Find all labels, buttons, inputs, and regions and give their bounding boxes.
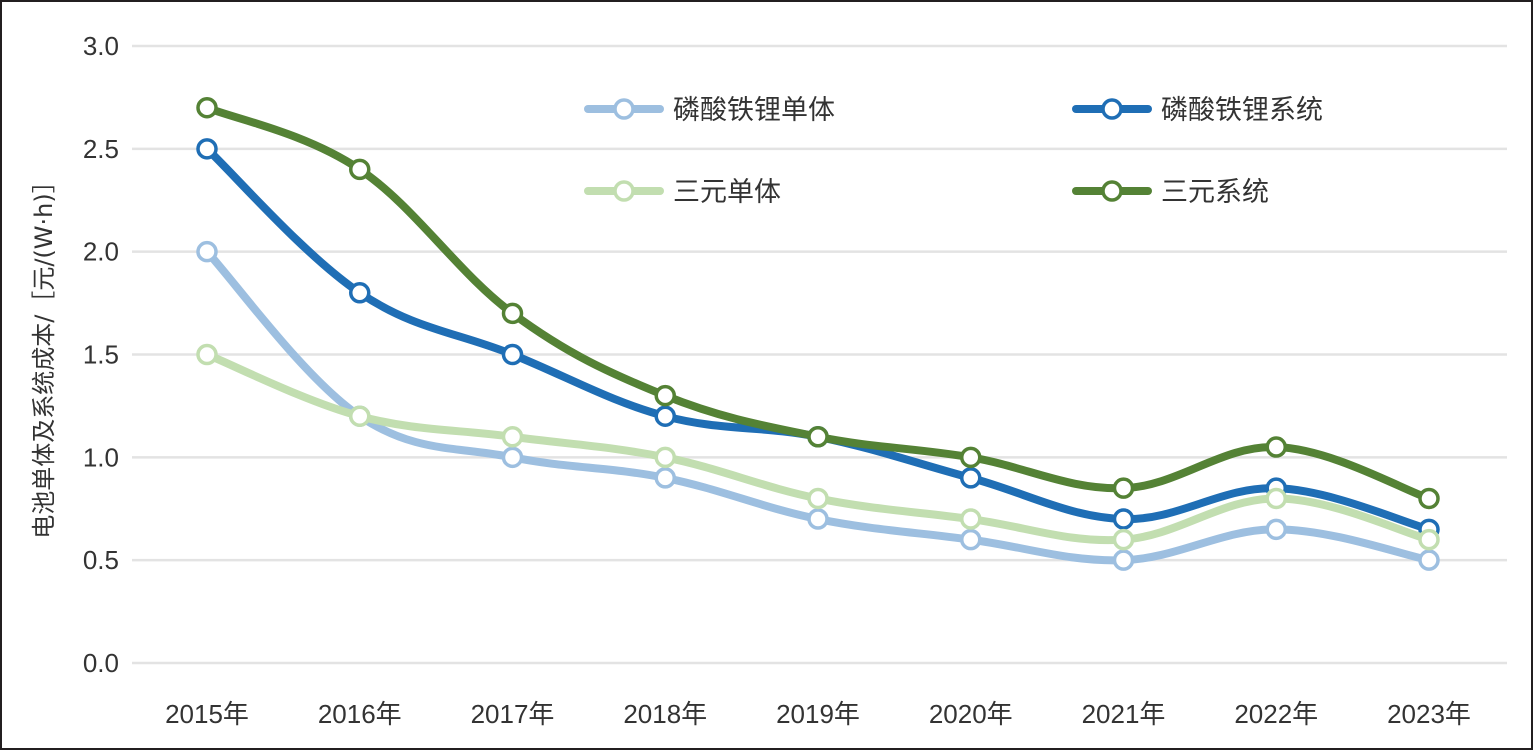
x-tick-label: 2021年	[1082, 699, 1166, 729]
data-point	[654, 384, 676, 407]
x-tick-label: 2023年	[1387, 699, 1471, 729]
data-point	[960, 446, 982, 469]
x-tick-label: 2020年	[929, 699, 1013, 729]
data-point	[654, 405, 676, 427]
data-point	[349, 405, 371, 427]
y-tick-label: 2.0	[83, 237, 119, 267]
series-4	[196, 96, 1440, 510]
data-point	[501, 343, 524, 366]
legend-swatch-marker	[613, 98, 635, 120]
legend-label: 磷酸铁锂单体	[673, 95, 835, 126]
data-point	[349, 158, 371, 181]
data-point	[960, 528, 982, 551]
x-tick-label: 2022年	[1234, 699, 1318, 729]
series-1	[196, 240, 1440, 571]
x-tick-label: 2016年	[318, 699, 402, 729]
x-tick-label: 2015年	[165, 699, 249, 729]
legend-swatch-marker	[1101, 180, 1123, 202]
x-tick-label: 2017年	[471, 699, 555, 729]
data-point	[1265, 487, 1287, 510]
data-point	[1265, 518, 1287, 541]
data-point	[501, 426, 524, 448]
y-axis-title: 电池单体及系统成本/［元/(W·h)］	[30, 169, 58, 538]
data-point	[196, 240, 218, 263]
legend-label: 三元系统	[1161, 177, 1269, 208]
data-point	[349, 282, 371, 304]
data-point	[501, 302, 524, 325]
legend-swatch-marker	[1101, 98, 1123, 120]
data-point	[1418, 487, 1440, 510]
data-point	[1112, 549, 1135, 571]
data-point	[807, 508, 829, 530]
y-tick-label: 1.0	[83, 442, 119, 472]
x-axis-ticks: 2015年 2016年 2017年 2018年 2019年 2020年 2021年 2022年…	[165, 699, 1471, 729]
legend-entry: 三元单体	[584, 177, 781, 208]
data-point	[1418, 528, 1440, 551]
data-point	[1112, 477, 1135, 499]
data-point	[196, 138, 218, 160]
y-axis-ticks: 0.0 0.5 1.0 1.5 2.0 2.5 3.0	[83, 31, 119, 678]
data-point	[1265, 436, 1287, 458]
data-point	[654, 467, 676, 489]
data-point	[196, 343, 218, 366]
series-lines	[196, 96, 1440, 571]
data-point	[654, 446, 676, 469]
x-tick-label: 2018年	[623, 699, 707, 729]
data-point	[1112, 528, 1135, 551]
legend-entry: 磷酸铁锂系统	[1072, 95, 1323, 126]
legend-swatch-marker	[613, 180, 635, 202]
gridlines	[132, 44, 1507, 665]
legend-entry: 磷酸铁锂单体	[584, 95, 835, 126]
y-tick-label: 3.0	[83, 31, 119, 61]
data-point	[501, 446, 524, 469]
data-point	[807, 426, 829, 448]
data-point	[960, 508, 982, 530]
y-tick-label: 0.0	[83, 648, 119, 678]
data-point	[807, 487, 829, 510]
y-tick-label: 0.5	[83, 545, 119, 575]
data-point	[1112, 508, 1135, 530]
y-tick-label: 2.5	[83, 134, 119, 164]
legend-label: 磷酸铁锂系统	[1161, 95, 1323, 126]
legend-label: 三元单体	[673, 177, 781, 208]
y-tick-label: 1.5	[83, 340, 119, 370]
data-point	[196, 96, 218, 119]
x-tick-label: 2019年	[776, 699, 860, 729]
series-3	[196, 343, 1440, 551]
data-point	[1418, 549, 1440, 571]
legend-entry: 三元系统	[1072, 177, 1269, 208]
data-point	[960, 467, 982, 489]
